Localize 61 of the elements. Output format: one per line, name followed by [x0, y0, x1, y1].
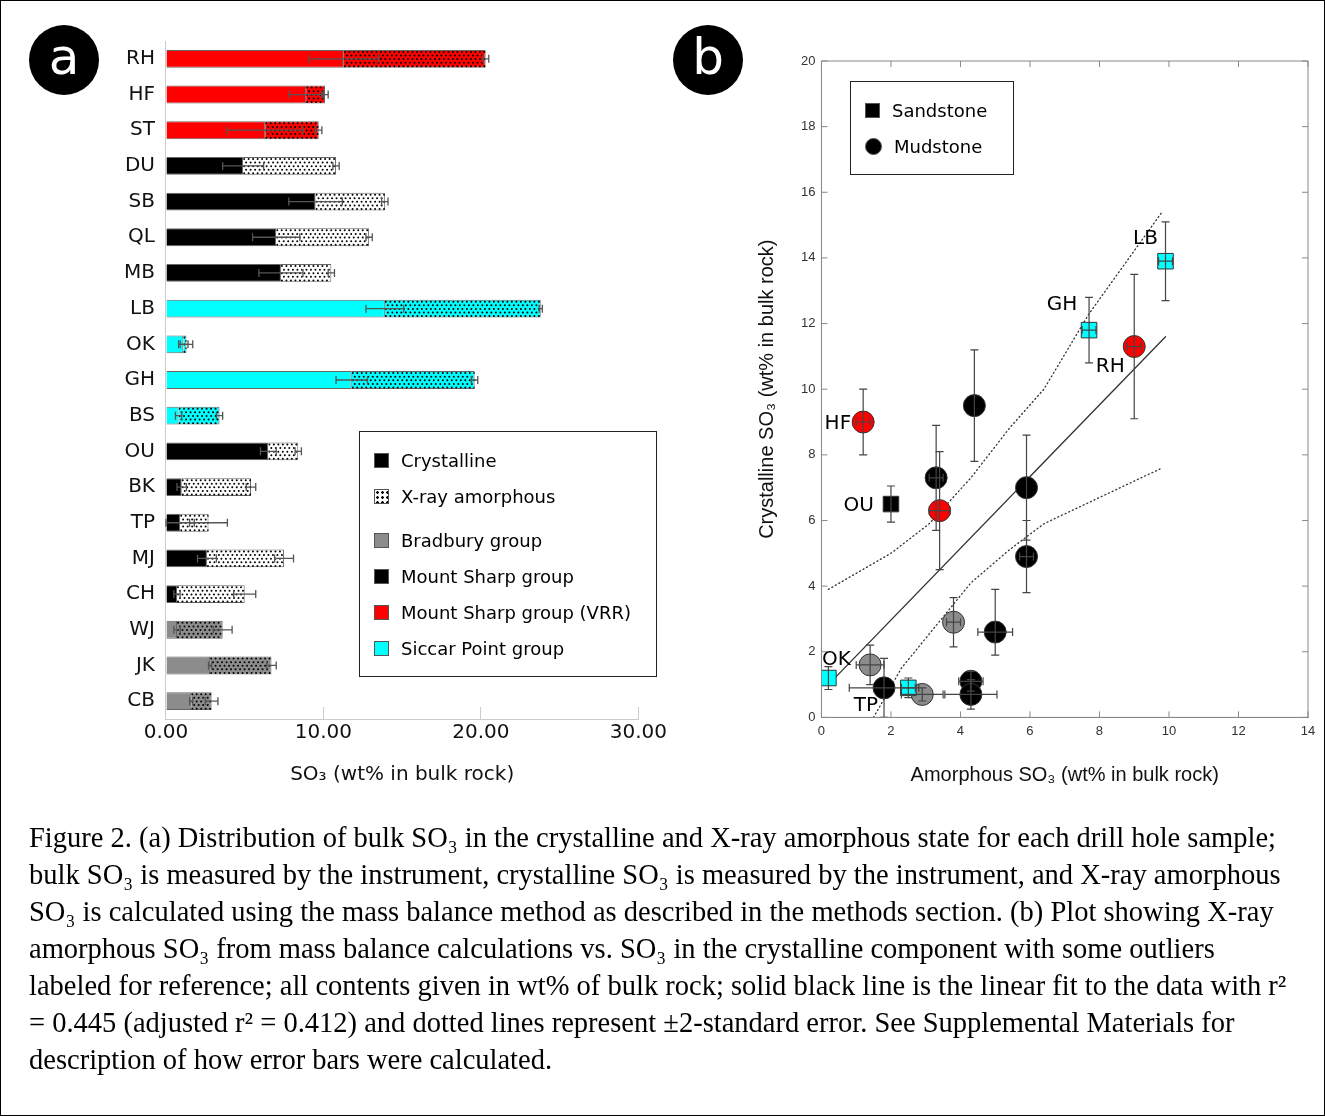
legend-label: Mudstone — [894, 135, 983, 157]
annotation: TP — [853, 691, 879, 716]
y-tick-label: OU — [124, 437, 155, 462]
annotation: LB — [1133, 225, 1158, 250]
y-tick-label: 10 — [800, 380, 816, 396]
y-tick-label: LB — [130, 294, 155, 319]
annotation: Siccar Point group — [401, 637, 565, 659]
annotation: Bradbury group — [401, 529, 543, 551]
y-tick-label: 0 — [808, 708, 816, 724]
y-tick-label: ST — [130, 116, 156, 141]
x-tick-label: 4 — [956, 722, 965, 738]
y-tick-label: CH — [125, 580, 155, 605]
y-tick-label: HF — [128, 80, 155, 105]
y-tick-label: 12 — [800, 315, 816, 331]
x-axis-title: Amorphous SO₃ (wt% in bulk rock) — [910, 762, 1219, 785]
y-tick-label: GH — [124, 366, 155, 391]
y-axis-title: Crystalline SO₃ (wt% in bulk rock) — [754, 239, 777, 539]
chart-title: b — [673, 25, 743, 95]
x-tick-label: 14 — [1300, 722, 1316, 738]
annotation: Mount Sharp group (VRR) — [401, 601, 631, 623]
annotation: GH — [1046, 291, 1078, 316]
y-tick-label: OK — [126, 330, 156, 355]
x-tick-label: 10.00 — [294, 719, 353, 744]
annotation: HF — [824, 410, 852, 435]
y-tick-label: 4 — [808, 577, 816, 593]
y-tick-label: 14 — [800, 249, 816, 265]
x-tick-label: 30.00 — [609, 719, 667, 744]
caption: Figure 2. (a) Distribution of bulk SO₃ in the crystalline and X-ray amorphous state for each drill hole sample; bulk SO₃ is measured by the instrument, crystalline SO₃ is measured by the instrument, and X-ray amorphous SO₃ is calculated using the mass balance method as described in the methods section. (b) Plot showing X-ray amorphous SO₃ from mass balance calculations vs. SO₃ in the crystalline component with some outliers labeled for reference; all contents given in wt% of bulk rock; solid black line is the linear fit to the data with r² = 0.445 (adjusted r² = 0.412) and dotted lines represent ±2-standard error. See Supplemental Materials for description of how error bars were calculated. — [29, 821, 1288, 1077]
x-tick-label: 6 — [1026, 722, 1034, 738]
annotation: RH — [1095, 352, 1125, 377]
annotation: Mount Sharp group — [401, 565, 574, 587]
x-tick-label: 8 — [1095, 722, 1104, 738]
y-tick-label: MB — [123, 259, 155, 284]
y-tick-label: BS — [128, 401, 155, 426]
y-tick-label: TP — [129, 508, 155, 533]
y-tick-label: CB — [127, 687, 155, 712]
x-tick-label: 10 — [1161, 722, 1177, 738]
y-tick-label: JK — [133, 651, 156, 676]
y-tick-label: 6 — [808, 512, 816, 528]
y-tick-label: 18 — [800, 118, 816, 134]
legend-label: Sandstone — [892, 99, 988, 121]
y-tick-label: RH — [126, 45, 155, 70]
y-tick-label: BK — [128, 473, 156, 498]
x-tick-label: 2 — [887, 722, 895, 738]
legend-label: Crystalline — [401, 449, 497, 471]
y-tick-label: SB — [128, 187, 155, 212]
annotation: OU — [843, 492, 874, 517]
x-tick-label: 20.00 — [452, 719, 510, 744]
x-tick-label: 12 — [1231, 722, 1246, 738]
y-tick-label: WJ — [129, 615, 155, 640]
y-tick-label: MJ — [131, 544, 155, 569]
y-tick-label: 16 — [800, 183, 816, 199]
x-axis-title: SO₃ (wt% in bulk rock) — [290, 761, 515, 786]
y-tick-label: DU — [124, 152, 155, 177]
y-tick-label: QL — [128, 223, 156, 248]
chart-title: a — [29, 25, 99, 95]
x-tick-label: 0.00 — [143, 719, 189, 744]
text: X-ray amorphous — [401, 485, 556, 507]
y-tick-label: 2 — [808, 643, 816, 659]
y-tick-label: 8 — [808, 446, 816, 462]
y-tick-label: 20 — [800, 52, 816, 68]
